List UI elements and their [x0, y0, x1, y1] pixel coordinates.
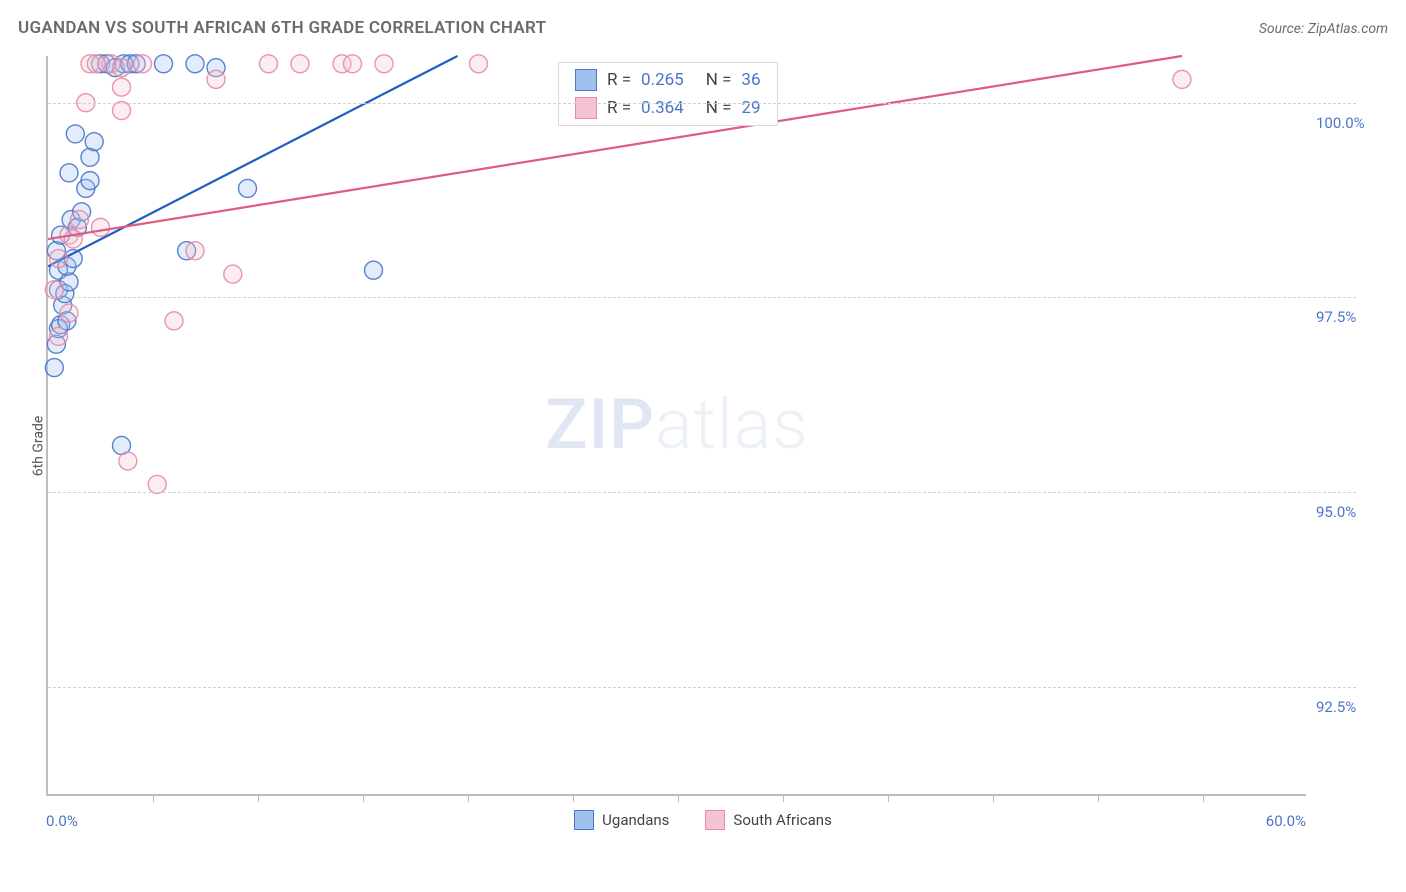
y-tick-label: 92.5%: [1316, 698, 1386, 716]
legend-label: South Africans: [733, 811, 831, 829]
correlation-row: R = 0.364 N = 29: [575, 97, 761, 119]
r-value: 0.364: [641, 98, 684, 118]
legend-bottom: Ugandans South Africans: [0, 810, 1406, 830]
trend-line: [48, 56, 458, 266]
legend-swatch: [574, 810, 594, 830]
x-tick: [468, 794, 469, 802]
data-point: [71, 211, 89, 229]
data-point: [470, 55, 488, 73]
y-tick-label: 100.0%: [1316, 114, 1386, 132]
gridline: [48, 492, 1356, 493]
x-tick: [993, 794, 994, 802]
data-point: [1173, 70, 1191, 88]
data-point: [64, 230, 82, 248]
data-point: [66, 125, 84, 143]
y-axis-label: 6th Grade: [30, 416, 46, 477]
x-tick: [1098, 794, 1099, 802]
data-point: [239, 179, 257, 197]
data-point: [113, 102, 131, 120]
n-label: N =: [706, 98, 732, 118]
data-point: [50, 327, 68, 345]
x-tick: [678, 794, 679, 802]
data-point: [134, 55, 152, 73]
data-point: [50, 250, 68, 268]
r-label: R =: [607, 98, 631, 118]
data-point: [375, 55, 393, 73]
x-tick: [888, 794, 889, 802]
data-point: [165, 312, 183, 330]
gridline: [48, 297, 1356, 298]
legend-item: Ugandans: [574, 810, 669, 830]
data-point: [344, 55, 362, 73]
data-point: [291, 55, 309, 73]
r-label: R =: [607, 70, 631, 90]
data-point: [155, 55, 173, 73]
legend-item: South Africans: [705, 810, 831, 830]
x-tick: [153, 794, 154, 802]
scatter-plot-svg: [48, 56, 1306, 794]
data-point: [92, 218, 110, 236]
data-point: [207, 70, 225, 88]
data-point: [60, 164, 78, 182]
series-swatch: [575, 69, 597, 91]
data-point: [113, 78, 131, 96]
data-point: [85, 133, 103, 151]
data-point: [45, 359, 63, 377]
n-value: 36: [741, 70, 760, 90]
x-tick: [1203, 794, 1204, 802]
data-point: [119, 452, 137, 470]
data-point: [60, 304, 78, 322]
header: UGANDAN VS SOUTH AFRICAN 6TH GRADE CORRE…: [18, 18, 1388, 38]
legend-label: Ugandans: [602, 811, 669, 829]
correlation-row: R = 0.265 N = 36: [575, 69, 761, 91]
gridline: [48, 687, 1356, 688]
data-point: [186, 55, 204, 73]
chart-plot-area: ZIPatlas R = 0.265N = 36R = 0.364N = 29 …: [46, 56, 1306, 796]
x-tick: [783, 794, 784, 802]
data-point: [81, 172, 99, 190]
y-tick-label: 95.0%: [1316, 503, 1386, 521]
n-value: 29: [741, 98, 760, 118]
series-swatch: [575, 97, 597, 119]
gridline: [48, 103, 1356, 104]
source-attribution: Source: ZipAtlas.com: [1259, 21, 1388, 37]
y-tick-label: 97.5%: [1316, 308, 1386, 326]
x-tick: [363, 794, 364, 802]
data-point: [87, 55, 105, 73]
data-point: [45, 281, 63, 299]
data-point: [365, 261, 383, 279]
data-point: [148, 475, 166, 493]
data-point: [224, 265, 242, 283]
x-tick: [258, 794, 259, 802]
data-point: [260, 55, 278, 73]
r-value: 0.265: [641, 70, 684, 90]
n-label: N =: [706, 70, 732, 90]
data-point: [113, 59, 131, 77]
correlation-legend-box: R = 0.265 N = 36 R = 0.364 N = 29: [558, 62, 778, 126]
legend-swatch: [705, 810, 725, 830]
x-tick: [573, 794, 574, 802]
data-point: [186, 242, 204, 260]
chart-title: UGANDAN VS SOUTH AFRICAN 6TH GRADE CORRE…: [18, 18, 546, 38]
